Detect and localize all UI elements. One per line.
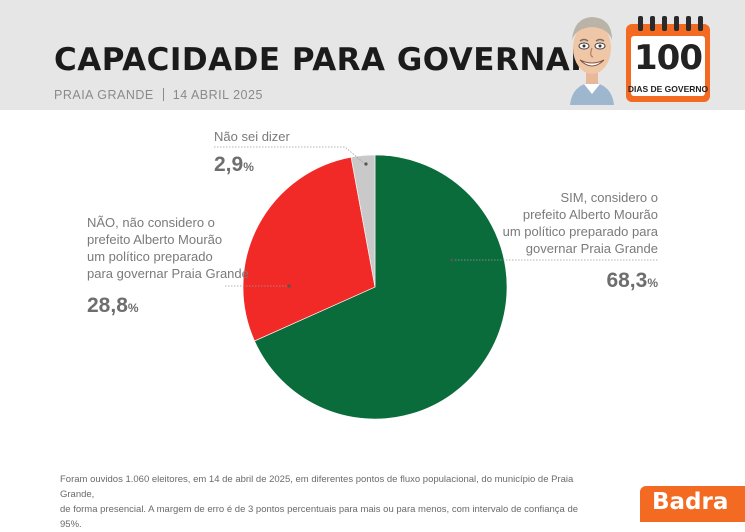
page-title: CAPACIDADE PARA GOVERNAR [54, 42, 595, 78]
calendar-page [631, 36, 705, 96]
nao-label-line: NÃO, não considero o [87, 215, 215, 230]
header-band [0, 0, 745, 110]
sim-label: SIM, considero o prefeito Alberto Mourão… [470, 189, 658, 257]
percent-unit: % [647, 276, 658, 290]
nao-label: NÃO, não considero o prefeito Alberto Mo… [87, 214, 267, 282]
nao-label-line: um político preparado [87, 249, 213, 264]
brand-logo: Badra [640, 486, 745, 522]
percent-unit: % [127, 301, 139, 315]
subtitle: PRAIA GRANDE 14 ABRIL 2025 [54, 88, 263, 102]
calendar-ring [674, 16, 679, 31]
nao-value: 28,8% [87, 294, 139, 318]
nao-label-line: prefeito Alberto Mourão [87, 232, 223, 247]
nao-marker [287, 284, 291, 288]
sim-label-line: prefeito Alberto Mourão [522, 207, 658, 222]
calendar-number: 100 [634, 38, 703, 78]
pie-slice-nao [242, 156, 376, 342]
calendar-ring [698, 16, 703, 31]
calendar-icon: 100 DIAS DE GOVERNO [626, 16, 710, 102]
calendar-caption: DIAS DE GOVERNO [627, 84, 709, 94]
nsd-label: Não sei dizer [214, 129, 290, 144]
location-label: PRAIA GRANDE [54, 88, 154, 102]
divider [162, 88, 164, 101]
pie-slice-nao-sei [350, 154, 376, 288]
nao-value-number: 28,8 [87, 294, 128, 317]
footer-line: de forma presencial. A margem de erro é … [60, 504, 579, 530]
calendar-ring [686, 16, 691, 31]
percent-unit: % [243, 160, 254, 174]
nsd-value-number: 2,9 [214, 153, 244, 176]
pie-slice-sim [254, 154, 508, 420]
nsd-marker [364, 162, 368, 166]
calendar-ring [662, 16, 667, 31]
nsd-leader-line [214, 146, 366, 165]
sim-label-line: SIM, considero o [560, 190, 658, 205]
date-label: 14 ABRIL 2025 [172, 88, 263, 102]
calendar-ring [650, 16, 655, 31]
sim-marker [450, 258, 454, 262]
sim-label-line: um político preparado para [502, 224, 658, 239]
nao-label-line: para governar Praia Grande [87, 266, 249, 281]
sim-label-line: governar Praia Grande [525, 241, 658, 256]
nsd-value: 2,9% [214, 153, 254, 177]
calendar-ring [638, 16, 643, 31]
sim-value: 68,3% [600, 269, 658, 293]
footer-line: Foram ouvidos 1.060 eleitores, em 14 de … [60, 474, 574, 500]
caricature-avatar [570, 17, 614, 105]
methodology-note: Foram ouvidos 1.060 eleitores, em 14 de … [60, 472, 600, 532]
sim-value-number: 68,3 [606, 269, 648, 292]
brand-name: Badra [652, 489, 729, 515]
